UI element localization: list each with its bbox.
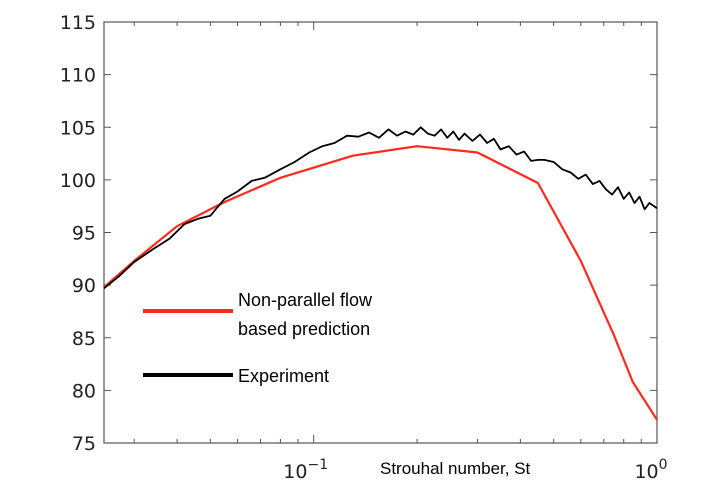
y-tick-label: 105 [60,117,96,139]
y-tick-label: 80 [72,380,96,402]
x-tick-label: 100 [634,457,667,483]
experiment-line [103,126,658,290]
legend: Non-parallel flow based prediction Experim… [143,290,373,386]
legend-label: Non-parallel flow [238,290,373,310]
legend-label: Experiment [238,366,329,386]
y-tick-label: 100 [60,170,96,192]
prediction-line [103,145,658,421]
x-axis: 10−1 100 [133,22,668,483]
legend-label: based prediction [238,319,370,339]
plot-frame [103,21,658,444]
x-axis-label: Strouhal number, St [380,459,531,478]
y-tick-label: 110 [60,65,96,87]
y-tick-label: 95 [72,223,96,245]
y-axis: 75 80 85 90 95 100 105 110 115 [60,12,657,455]
x-tick-label: 10−1 [283,457,328,483]
y-tick-label: 75 [72,433,96,455]
y-tick-label: 115 [60,12,96,34]
series-layer [103,126,658,421]
y-tick-label: 85 [72,328,96,350]
y-tick-label: 90 [72,275,96,297]
